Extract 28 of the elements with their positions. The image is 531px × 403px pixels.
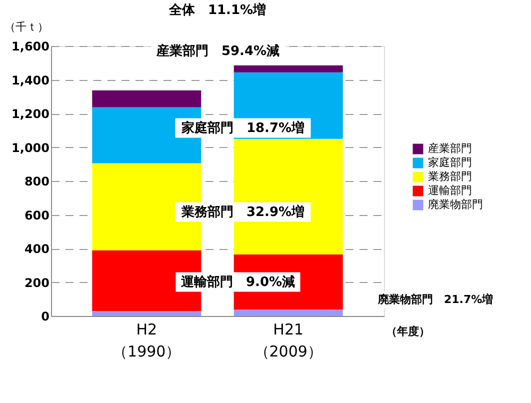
y-tick-label: 1,600 xyxy=(12,40,50,54)
legend-label: 運輸部門 xyxy=(428,184,472,197)
bar xyxy=(92,310,202,316)
annotation: 運輸部門 9.0%減 xyxy=(180,274,296,290)
legend-label: 廃業物部門 xyxy=(428,198,483,211)
y-axis-title: （千ｔ） xyxy=(4,20,48,34)
y-tick-label: 400 xyxy=(24,242,50,256)
legend-label: 業務部門 xyxy=(428,170,472,183)
y-tick-label: 1,400 xyxy=(12,73,50,88)
y-tick-label: 0 xyxy=(41,310,50,324)
x-tick-label: H21 （2009） xyxy=(254,320,322,360)
y-tick-label: 600 xyxy=(24,208,50,222)
bar xyxy=(234,65,343,72)
y-tick-label: 200 xyxy=(24,276,50,290)
y-tick-label: 1,000 xyxy=(12,140,50,155)
legend-label: 家庭部門 xyxy=(428,156,472,169)
legend-label: 産業部門 xyxy=(428,142,472,155)
x-tick-label: H2 （1990） xyxy=(112,320,181,360)
annotation: 廃業物部門 21.7%増 xyxy=(377,293,494,306)
annotation: 産業部門 59.4%減 xyxy=(155,43,280,59)
annotation: 家庭部門 18.7%増 xyxy=(180,120,305,136)
chart-title: 全体 11.1%増 xyxy=(168,2,266,18)
x-axis-title: （年度） xyxy=(386,325,430,338)
bar xyxy=(234,310,343,316)
annotation: 業務部門 32.9%増 xyxy=(180,204,305,220)
y-tick-label: 1,200 xyxy=(12,107,50,121)
y-tick-label: 800 xyxy=(24,174,50,188)
bar xyxy=(92,90,202,108)
